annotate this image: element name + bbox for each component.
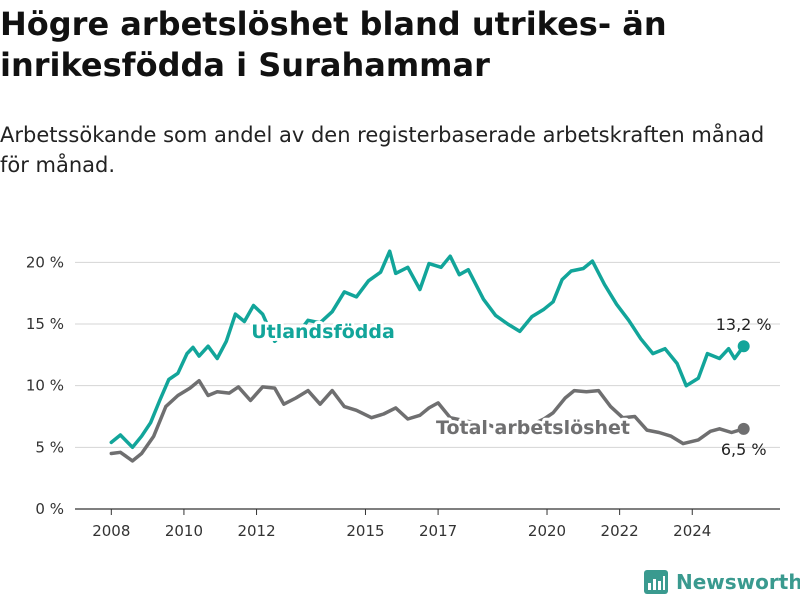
bar-chart-icon — [644, 570, 668, 594]
x-tick-label: 2015 — [346, 522, 384, 540]
x-tick-label: 2010 — [165, 522, 203, 540]
gridlines — [75, 261, 780, 510]
series-label-utlandsfodda: Utlandsfödda — [251, 321, 395, 343]
y-tick-label: 0 % — [35, 500, 64, 518]
x-tick-label: 2024 — [673, 522, 711, 540]
series-labels: Utlandsfödda Total arbetslöshet 13,2 % 6… — [248, 315, 772, 459]
brand-name: Newsworthy — [676, 570, 800, 594]
chart-title: Högre arbetslöshet bland utrikes- än inr… — [0, 5, 667, 84]
chart-subtitle: Arbetssökande som andel av den registerb… — [0, 123, 765, 177]
brand-logo: Newsworthy — [644, 568, 800, 596]
series-line-total — [109, 378, 746, 463]
x-tick-label: 2022 — [601, 522, 639, 540]
end-value-total: 6,5 % — [721, 440, 767, 459]
y-tick-label: 10 % — [26, 377, 64, 395]
end-point-total — [737, 422, 750, 435]
y-tick-label: 15 % — [26, 315, 64, 333]
x-tick-label: 2008 — [92, 522, 130, 540]
end-value-utlandsfodda: 13,2 % — [716, 315, 772, 334]
series-line-utlandsfodda — [109, 249, 746, 450]
x-tick-label: 2017 — [419, 522, 457, 540]
series-label-total: Total arbetslöshet — [436, 417, 630, 439]
series-lines — [109, 249, 750, 463]
y-tick-label: 20 % — [26, 253, 64, 271]
x-axis-ticks: 2008 2010 2012 2015 2017 2020 2022 2024 — [92, 509, 711, 540]
end-point-utlandsfodda — [737, 340, 750, 353]
x-tick-label: 2012 — [237, 522, 275, 540]
x-tick-label: 2020 — [528, 522, 566, 540]
y-tick-label: 5 % — [35, 438, 64, 456]
y-axis-ticks: 0 % 5 % 10 % 15 % 20 % — [26, 253, 64, 518]
